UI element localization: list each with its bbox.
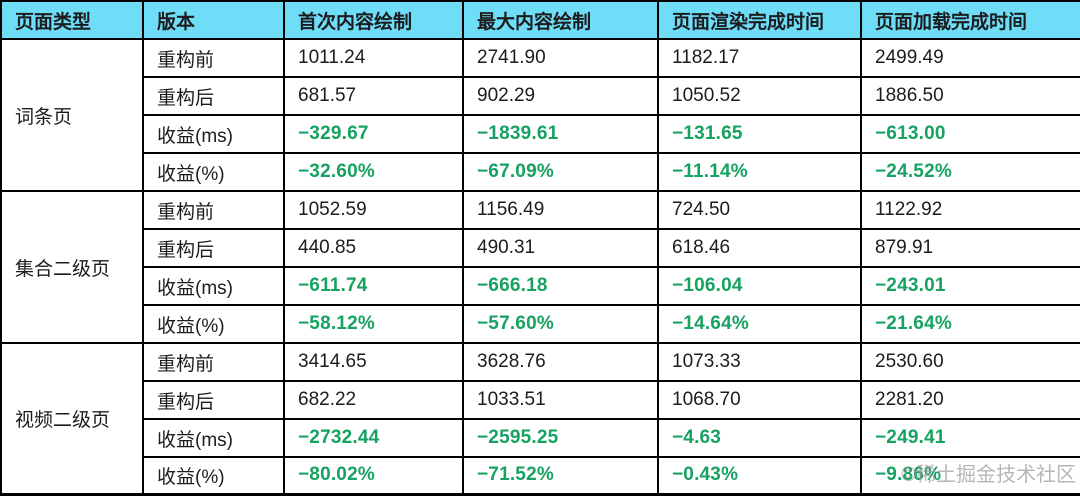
value-cell: 2741.90 bbox=[462, 38, 659, 78]
table-row: 收益(%) −80.02% −71.52% −0.43% −9.86% bbox=[1, 456, 1080, 496]
version-cell: 收益(ms) bbox=[142, 114, 285, 154]
version-cell: 重构后 bbox=[142, 228, 285, 268]
gain-value-cell: −249.41 bbox=[860, 418, 1080, 458]
gain-value-cell: −67.09% bbox=[462, 152, 659, 192]
value-cell: 902.29 bbox=[462, 76, 659, 116]
value-cell: 1052.59 bbox=[283, 190, 464, 230]
header-version: 版本 bbox=[142, 0, 285, 40]
gain-value-cell: −2732.44 bbox=[283, 418, 464, 458]
value-cell: 1050.52 bbox=[657, 76, 862, 116]
gain-value-cell: −2595.25 bbox=[462, 418, 659, 458]
value-cell: 618.46 bbox=[657, 228, 862, 268]
header-page-type: 页面类型 bbox=[0, 0, 144, 40]
gain-value-cell: −11.14% bbox=[657, 152, 862, 192]
gain-value-cell: −611.74 bbox=[283, 266, 464, 306]
gain-value-cell: −21.64% bbox=[860, 304, 1080, 344]
version-cell: 收益(ms) bbox=[142, 418, 285, 458]
table-row: 收益(%) −32.60% −67.09% −11.14% −24.52% bbox=[1, 152, 1080, 192]
value-cell: 1886.50 bbox=[860, 76, 1080, 116]
gain-value-cell: −24.52% bbox=[860, 152, 1080, 192]
version-cell: 重构后 bbox=[142, 380, 285, 420]
version-cell: 重构前 bbox=[142, 190, 285, 230]
gain-value-cell: −329.67 bbox=[283, 114, 464, 154]
value-cell: 1122.92 bbox=[860, 190, 1080, 230]
value-cell: 1073.33 bbox=[657, 342, 862, 382]
version-cell: 重构后 bbox=[142, 76, 285, 116]
gain-value-cell: −71.52% bbox=[462, 456, 659, 496]
header-fcp: 首次内容绘制 bbox=[283, 0, 464, 40]
value-cell: 879.91 bbox=[860, 228, 1080, 268]
table-row: 收益(ms) −2732.44 −2595.25 −4.63 −249.41 bbox=[1, 418, 1080, 458]
value-cell: 724.50 bbox=[657, 190, 862, 230]
gain-value-cell: −9.86% bbox=[860, 456, 1080, 496]
gain-value-cell: −243.01 bbox=[860, 266, 1080, 306]
gain-value-cell: −131.65 bbox=[657, 114, 862, 154]
value-cell: 1068.70 bbox=[657, 380, 862, 420]
gain-value-cell: −0.43% bbox=[657, 456, 862, 496]
version-cell: 收益(%) bbox=[142, 456, 285, 496]
value-cell: 2530.60 bbox=[860, 342, 1080, 382]
value-cell: 2281.20 bbox=[860, 380, 1080, 420]
table-row: 集合二级页 重构前 1052.59 1156.49 724.50 1122.92 bbox=[0, 190, 1080, 344]
value-cell: 440.85 bbox=[283, 228, 464, 268]
gain-value-cell: −613.00 bbox=[860, 114, 1080, 154]
gain-value-cell: −1839.61 bbox=[462, 114, 659, 154]
gain-value-cell: −666.18 bbox=[462, 266, 659, 306]
gain-value-cell: −80.02% bbox=[283, 456, 464, 496]
table-row: 收益(ms) −611.74 −666.18 −106.04 −243.01 bbox=[1, 266, 1080, 306]
value-cell: 1033.51 bbox=[462, 380, 659, 420]
value-cell: 490.31 bbox=[462, 228, 659, 268]
version-cell: 收益(%) bbox=[142, 152, 285, 192]
table-row: 重构后 682.22 1033.51 1068.70 2281.20 bbox=[1, 380, 1080, 420]
gain-value-cell: −58.12% bbox=[283, 304, 464, 344]
value-cell: 682.22 bbox=[283, 380, 464, 420]
value-cell: 3414.65 bbox=[283, 342, 464, 382]
table-header-row: 页面类型 版本 首次内容绘制 最大内容绘制 页面渲染完成时间 页面加载完成时间 bbox=[0, 0, 1080, 40]
value-cell: 1011.24 bbox=[283, 38, 464, 78]
table-row: 收益(ms) −329.67 −1839.61 −131.65 −613.00 bbox=[1, 114, 1080, 154]
page-type-cell: 词条页 bbox=[0, 38, 144, 192]
table-row: 重构后 440.85 490.31 618.46 879.91 bbox=[1, 228, 1080, 268]
table-row: 词条页 重构前 1011.24 2741.90 1182.17 2499.49 bbox=[0, 38, 1080, 192]
value-cell: 2499.49 bbox=[860, 38, 1080, 78]
gain-value-cell: −4.63 bbox=[657, 418, 862, 458]
header-load-complete: 页面加载完成时间 bbox=[860, 0, 1080, 40]
gain-value-cell: −106.04 bbox=[657, 266, 862, 306]
gain-value-cell: −32.60% bbox=[283, 152, 464, 192]
gain-value-cell: −57.60% bbox=[462, 304, 659, 344]
header-render-complete: 页面渲染完成时间 bbox=[657, 0, 862, 40]
table-row: 重构后 681.57 902.29 1050.52 1886.50 bbox=[1, 76, 1080, 116]
value-cell: 3628.76 bbox=[462, 342, 659, 382]
version-cell: 收益(ms) bbox=[142, 266, 285, 306]
page-type-cell: 视频二级页 bbox=[0, 342, 144, 496]
gain-value-cell: −14.64% bbox=[657, 304, 862, 344]
table-row: 收益(%) −58.12% −57.60% −14.64% −21.64% bbox=[1, 304, 1080, 344]
header-lcp: 最大内容绘制 bbox=[462, 0, 659, 40]
page-type-cell: 集合二级页 bbox=[0, 190, 144, 344]
value-cell: 1182.17 bbox=[657, 38, 862, 78]
table-row: 视频二级页 重构前 3414.65 3628.76 1073.33 2530.6… bbox=[0, 342, 1080, 496]
version-cell: 重构前 bbox=[142, 38, 285, 78]
version-cell: 重构前 bbox=[142, 342, 285, 382]
value-cell: 681.57 bbox=[283, 76, 464, 116]
version-cell: 收益(%) bbox=[142, 304, 285, 344]
value-cell: 1156.49 bbox=[462, 190, 659, 230]
